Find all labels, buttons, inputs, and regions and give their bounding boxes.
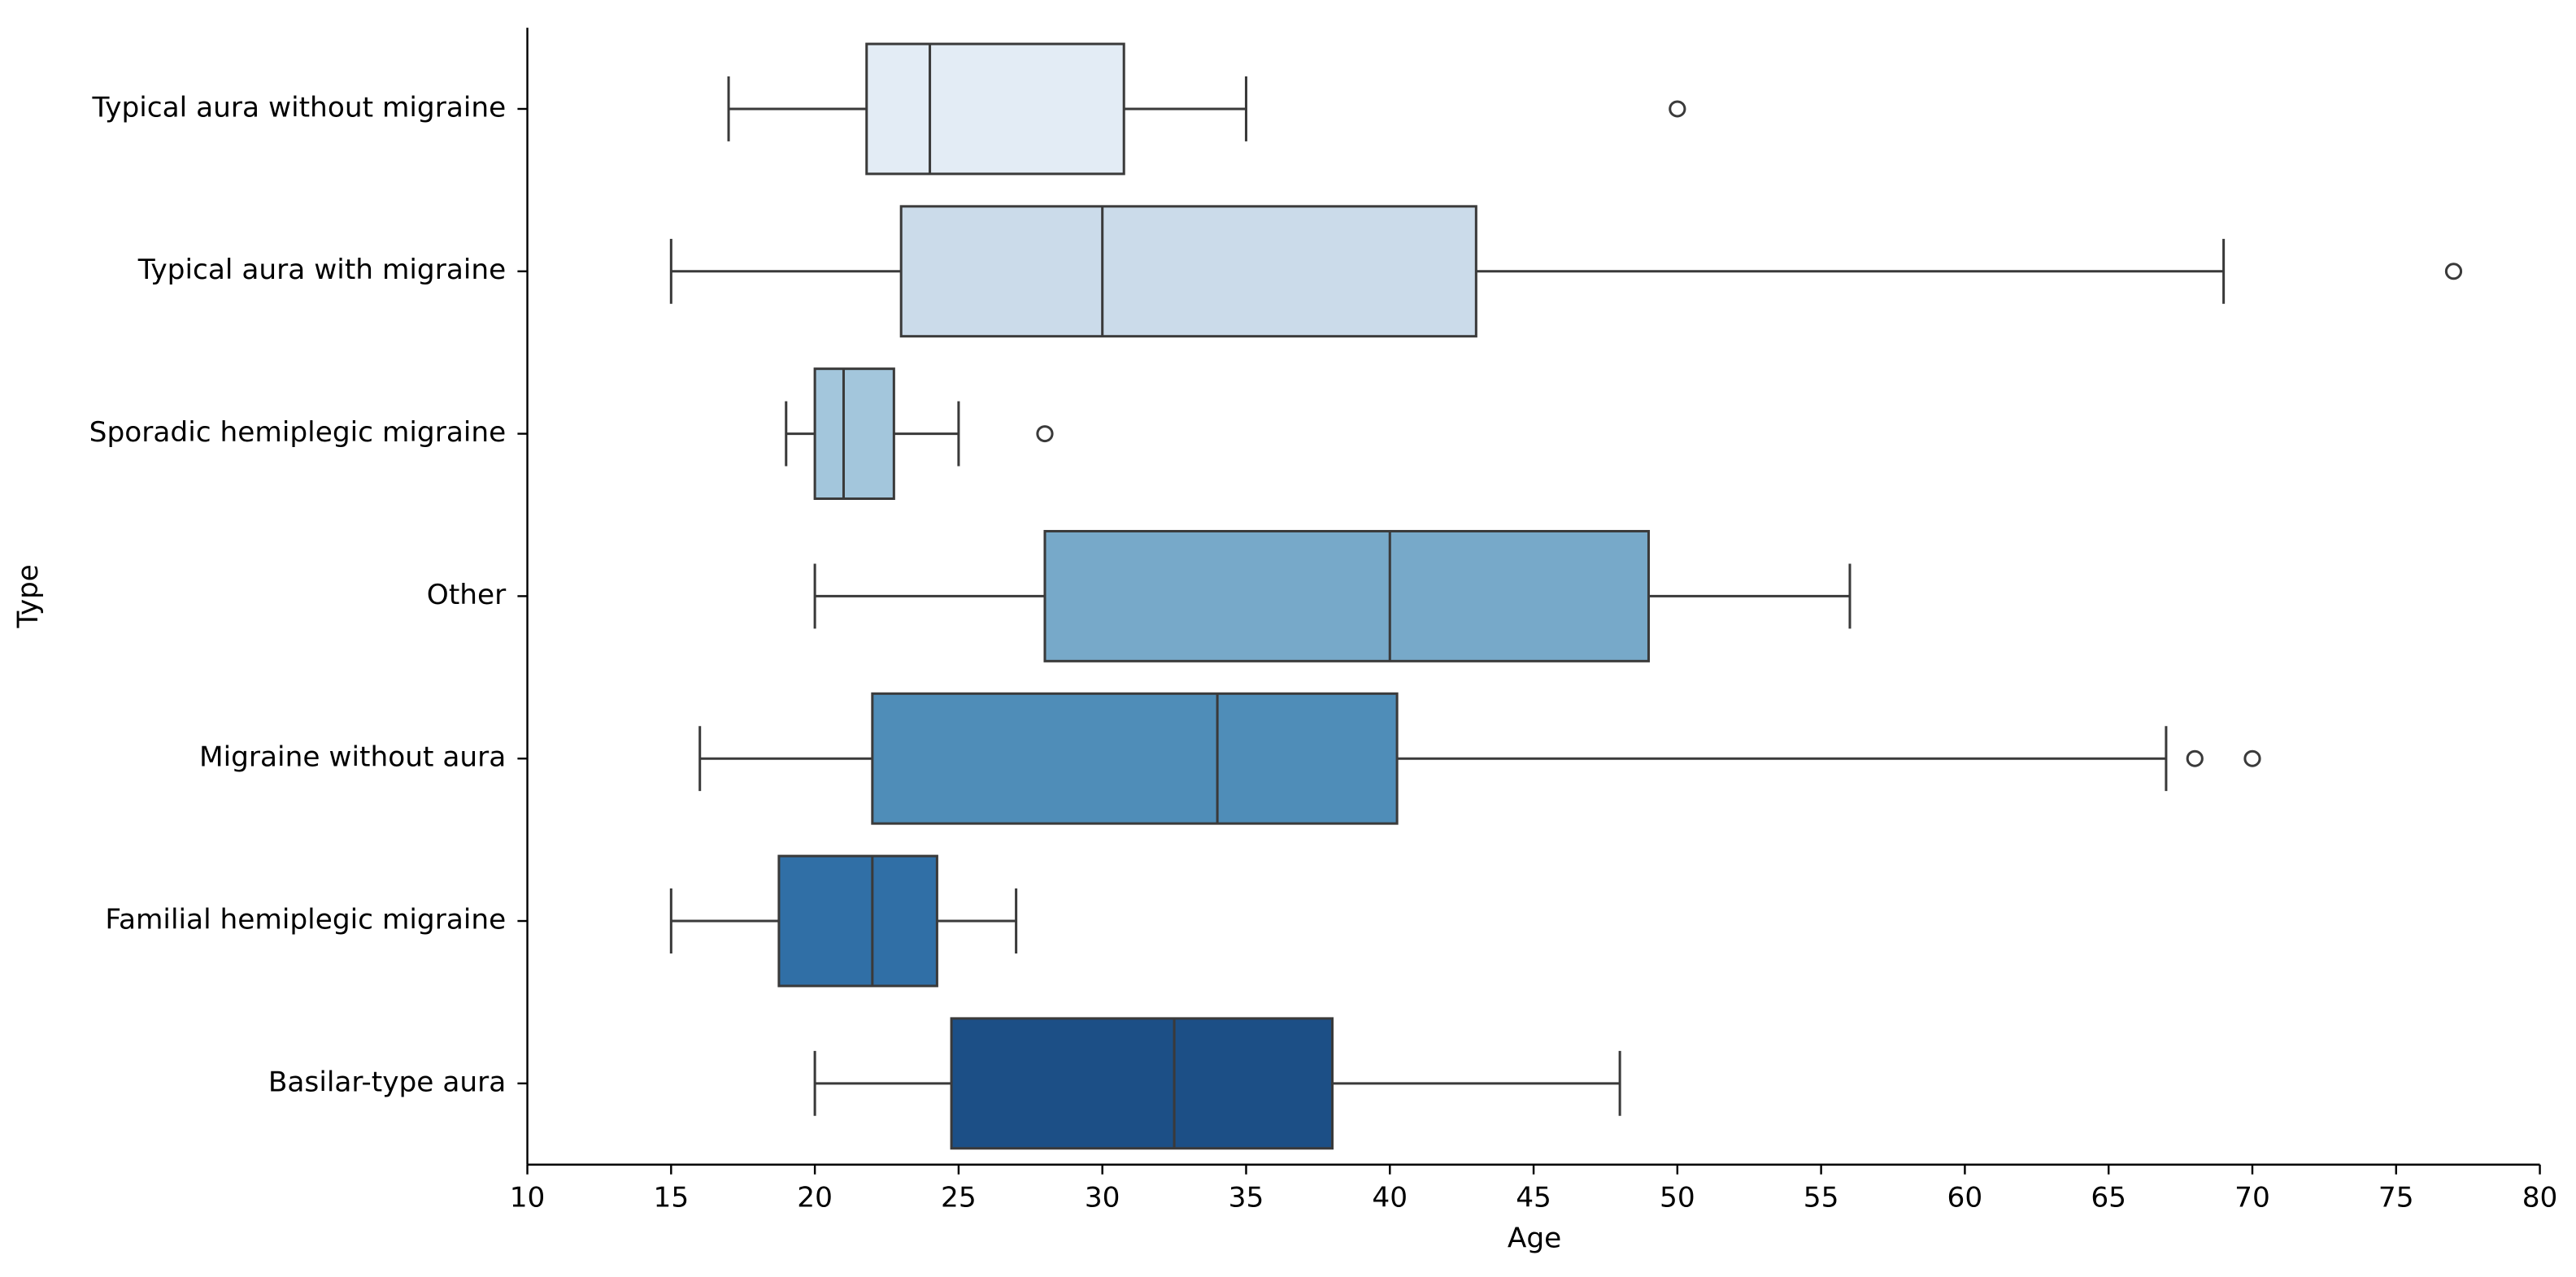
box <box>899 205 1477 338</box>
box <box>813 367 895 501</box>
outlier <box>1669 100 1686 118</box>
x-tick-label: 80 <box>2522 1181 2558 1214</box>
outlier <box>1036 425 1054 443</box>
x-tick-label: 75 <box>2378 1181 2414 1214</box>
x-tick-label: 50 <box>1660 1181 1695 1214</box>
y-tick-label: Other <box>427 579 507 611</box>
x-tick-label: 20 <box>797 1181 833 1214</box>
y-axis-label: Type <box>12 564 45 628</box>
outlier <box>2444 263 2463 280</box>
x-tick-label: 35 <box>1229 1181 1264 1214</box>
y-tick-label: Familial hemiplegic migraine <box>105 904 506 936</box>
box <box>865 42 1125 176</box>
x-tick-label: 40 <box>1372 1181 1408 1214</box>
x-tick-label: 15 <box>653 1181 689 1214</box>
outlier <box>2243 749 2261 767</box>
box <box>1043 529 1650 662</box>
x-axis-label: Age <box>1508 1223 1561 1255</box>
outlier <box>2186 749 2204 767</box>
box <box>777 854 938 988</box>
x-tick-label: 55 <box>1804 1181 1839 1214</box>
x-tick-label: 60 <box>1947 1181 1983 1214</box>
x-tick-label: 65 <box>2091 1181 2126 1214</box>
y-tick-label: Typical aura with migraine <box>137 254 507 286</box>
x-tick-label: 70 <box>2234 1181 2270 1214</box>
y-tick-label: Typical aura without migraine <box>92 92 507 124</box>
y-tick-label: Basilar-type aura <box>268 1066 506 1098</box>
x-tick-label: 45 <box>1516 1181 1551 1214</box>
y-tick-label: Sporadic hemiplegic migraine <box>89 416 507 449</box>
box <box>950 1017 1334 1150</box>
x-tick-label: 25 <box>941 1181 977 1214</box>
box <box>871 692 1399 825</box>
x-tick-label: 30 <box>1085 1181 1120 1214</box>
x-tick-label: 10 <box>510 1181 546 1214</box>
y-tick-label: Migraine without aura <box>199 741 506 774</box>
